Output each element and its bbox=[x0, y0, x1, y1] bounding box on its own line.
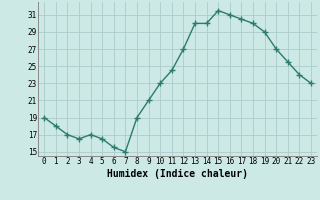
X-axis label: Humidex (Indice chaleur): Humidex (Indice chaleur) bbox=[107, 169, 248, 179]
